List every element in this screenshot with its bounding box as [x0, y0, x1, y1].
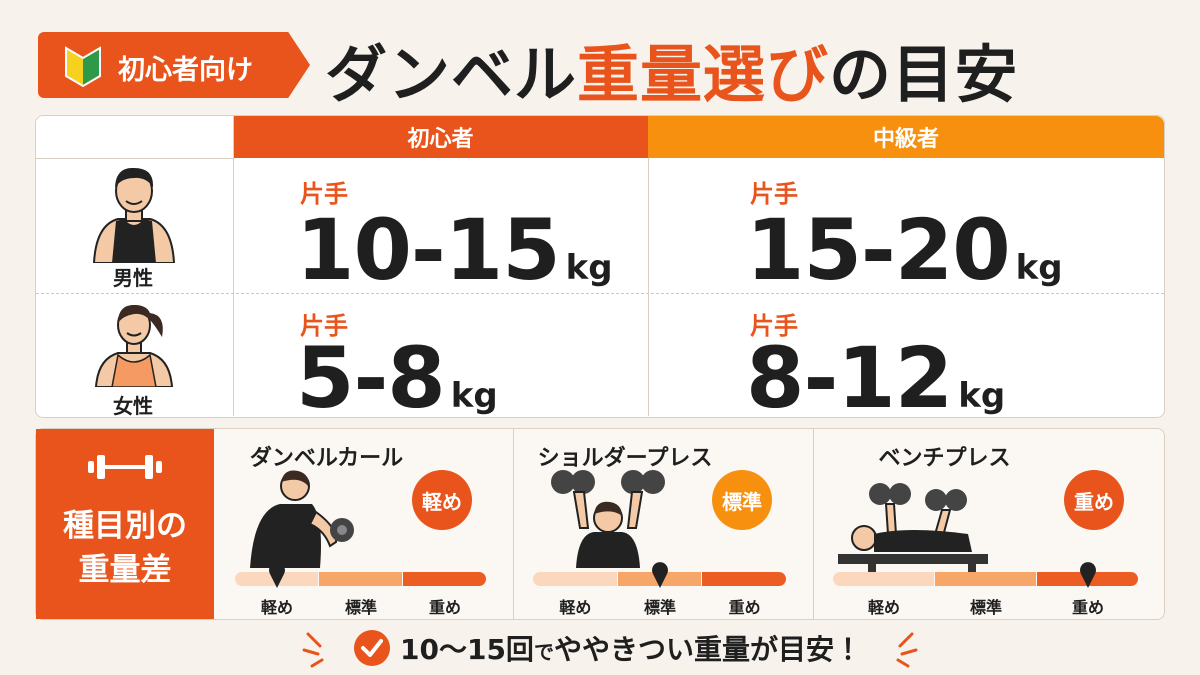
title: ダンベル重量選びの目安 — [325, 24, 1018, 114]
unit: kg — [1015, 248, 1063, 288]
level-marker — [1079, 562, 1097, 588]
scale-segment — [935, 572, 1036, 586]
unit: kg — [565, 248, 613, 288]
row-divider — [36, 293, 1164, 294]
scale-label: 軽め — [867, 598, 900, 617]
weight-table — [35, 115, 1165, 418]
footer-part: 10〜15回 — [400, 633, 534, 666]
weight-range: 5-8 kg — [296, 336, 498, 420]
scale-label: 重め — [728, 598, 761, 617]
scale-label: 標準 — [344, 598, 377, 617]
scale-segment — [403, 572, 486, 586]
footer-note: 10〜15回でややきつい重量が目安！ — [400, 628, 862, 668]
card-divider — [813, 429, 814, 619]
unit: kg — [958, 376, 1006, 416]
exercise-heading: 重量差 — [78, 552, 172, 588]
exercise-name: ベンチプレス — [878, 446, 1011, 471]
row-label: 男性 — [113, 266, 153, 290]
exercise-illustration — [538, 468, 688, 576]
hand-label: 片手 — [300, 312, 348, 340]
range: 10-15 — [296, 201, 561, 299]
unit: kg — [450, 376, 498, 416]
column-header: 初心者 — [233, 116, 648, 158]
level-badge: 標準 — [712, 470, 772, 530]
exercise-heading-block — [36, 429, 214, 619]
col-divider — [233, 116, 234, 416]
level-badge: 重め — [1064, 470, 1124, 530]
scale-segment — [702, 572, 786, 586]
illustration — [551, 470, 665, 568]
row-label: 女性 — [113, 394, 153, 418]
card-divider — [513, 429, 514, 619]
exercise-heading: 種目別の — [63, 508, 187, 544]
exercise-name: ダンベルカール — [249, 446, 404, 471]
scale-label: 重め — [1071, 598, 1104, 617]
check-icon — [354, 630, 390, 666]
weight-range: 15-20 kg — [746, 208, 1063, 292]
range: 8-12 — [746, 329, 953, 427]
title-part: の目安 — [829, 38, 1019, 111]
hand-label: 片手 — [300, 180, 348, 208]
scale-segment — [533, 572, 617, 586]
scale-label: 軽め — [559, 598, 592, 617]
footer-part: で — [533, 640, 554, 664]
hand-label: 片手 — [750, 180, 798, 208]
title-part: 重量選び — [577, 38, 830, 111]
weight-range: 8-12 kg — [746, 336, 1005, 420]
accent-lines — [302, 632, 324, 668]
dumbbell-icon — [88, 455, 162, 479]
scale-segment — [833, 572, 934, 586]
exercise-illustration — [838, 468, 988, 576]
range: 15-20 — [746, 201, 1011, 299]
scale-label: 重め — [428, 598, 461, 617]
pin — [269, 562, 285, 588]
range: 5-8 — [296, 329, 446, 427]
row-divider — [36, 158, 233, 159]
level-marker — [268, 562, 286, 588]
weight-range: 10-15 kg — [296, 208, 613, 292]
woman-icon — [94, 304, 174, 387]
pin — [652, 562, 668, 588]
illustration — [250, 470, 354, 568]
scale-segment — [319, 572, 402, 586]
hand-label: 片手 — [750, 312, 798, 340]
scale-label: 軽め — [260, 598, 293, 617]
accent-lines — [896, 632, 918, 668]
badge-text: 初心者向け — [118, 55, 253, 86]
exercise-illustration — [240, 468, 390, 576]
level-badge: 軽め — [412, 470, 472, 530]
exercise-name: ショルダープレス — [537, 446, 713, 471]
pin — [1080, 562, 1096, 588]
column-header: 中級者 — [648, 116, 1164, 158]
level-marker — [651, 562, 669, 588]
scale-label: 標準 — [969, 598, 1002, 617]
col-divider — [648, 158, 649, 416]
footer-part: ややきつい重量が目安！ — [553, 633, 862, 666]
man-icon — [92, 167, 176, 263]
scale-label: 標準 — [643, 598, 676, 617]
beginner-mark — [65, 46, 101, 88]
illustration — [838, 483, 988, 576]
title-part: ダンベル — [325, 38, 578, 111]
